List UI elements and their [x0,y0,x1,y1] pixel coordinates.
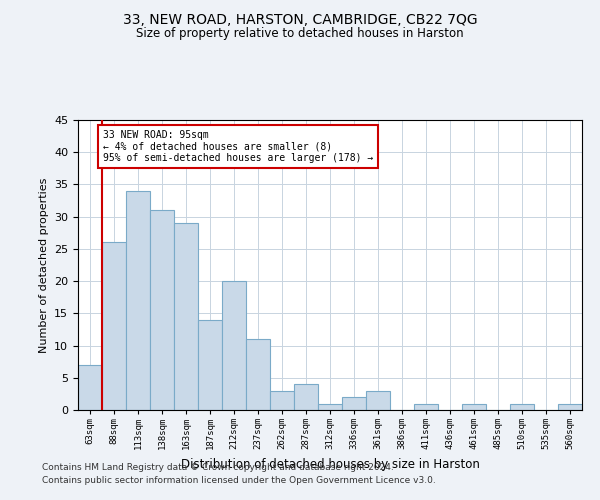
Bar [462,404,486,410]
Bar [126,191,150,410]
X-axis label: Distribution of detached houses by size in Harston: Distribution of detached houses by size … [181,458,479,470]
Bar [78,365,102,410]
Bar [414,404,438,410]
Bar [294,384,318,410]
Bar [366,390,390,410]
Text: Contains HM Land Registry data © Crown copyright and database right 2024.: Contains HM Land Registry data © Crown c… [42,462,394,471]
Bar [174,223,198,410]
Bar [222,281,246,410]
Bar [342,397,366,410]
Bar [558,404,582,410]
Y-axis label: Number of detached properties: Number of detached properties [38,178,49,352]
Text: 33, NEW ROAD, HARSTON, CAMBRIDGE, CB22 7QG: 33, NEW ROAD, HARSTON, CAMBRIDGE, CB22 7… [122,12,478,26]
Bar [318,404,342,410]
Bar [510,404,534,410]
Bar [246,339,270,410]
Bar [150,210,174,410]
Bar [198,320,222,410]
Text: Size of property relative to detached houses in Harston: Size of property relative to detached ho… [136,28,464,40]
Bar [270,390,294,410]
Text: 33 NEW ROAD: 95sqm
← 4% of detached houses are smaller (8)
95% of semi-detached : 33 NEW ROAD: 95sqm ← 4% of detached hous… [103,130,373,163]
Text: Contains public sector information licensed under the Open Government Licence v3: Contains public sector information licen… [42,476,436,485]
Bar [102,242,126,410]
